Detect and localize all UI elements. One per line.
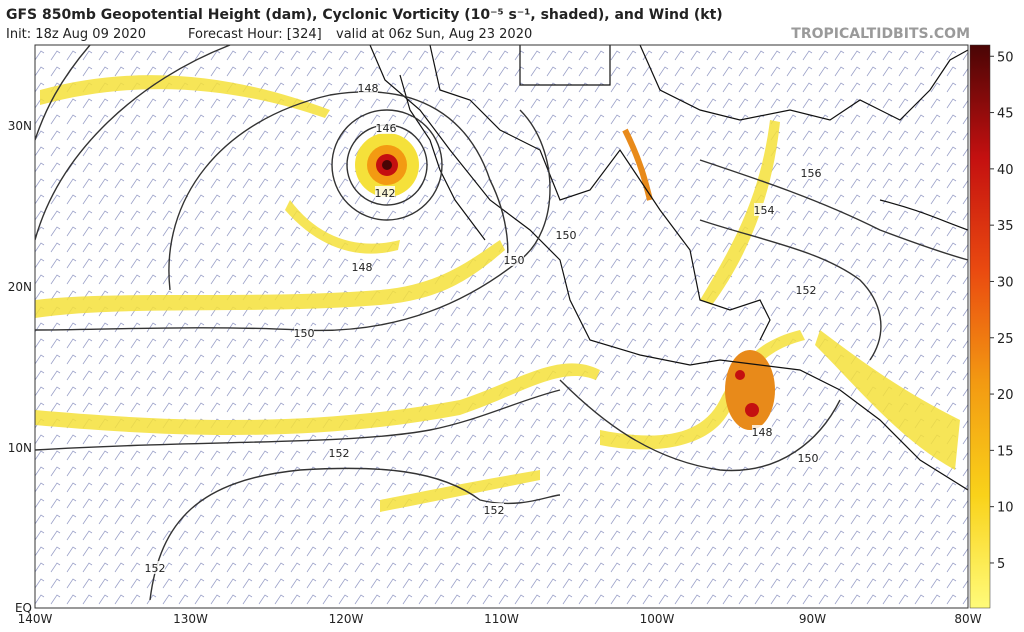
colorbar-tick-label: 5 [997,557,1005,572]
contour-label: 152 [145,562,166,575]
contour-label-bg [329,446,349,459]
contour-label: 142 [375,187,396,200]
colorbar-tick-label: 25 [997,332,1014,347]
contour-label: 150 [556,229,577,242]
lat-label: 20N [8,280,32,294]
map-frame [34,44,969,609]
contour-label: 152 [796,284,817,297]
lon-label: 80W [954,612,981,626]
colorbar-tick-label: 10 [997,501,1014,516]
lon-label: 130W [173,612,208,626]
contour-label-bg [556,228,576,241]
colorbar [969,44,991,609]
contour-label: 148 [352,261,373,274]
contour-label-bg [752,425,772,438]
init-time: Init: 18z Aug 09 2020 [6,27,146,42]
contour-label-bg [484,503,504,516]
valid-time: valid at 06z Sun, Aug 23 2020 [336,27,532,42]
contour-label: 150 [798,452,819,465]
lat-label: 10N [8,441,32,455]
contour-label-bg [294,326,314,339]
map-area [35,45,968,608]
colorbar-tick-label: 30 [997,275,1014,290]
contour-label-bg [358,81,378,94]
contour-label: 150 [294,327,315,340]
colorbar-tick-label: 45 [997,107,1014,122]
source-watermark: TROPICALTIDBITS.COM [791,26,970,42]
colorbar-tick-label: 35 [997,219,1014,234]
contour-label-bg [375,186,395,199]
lon-label: 110W [484,612,519,626]
colorbar-tick-label: 15 [997,444,1014,459]
contour-label-bg [801,166,821,179]
contour-label-bg [798,451,818,464]
contour-label-bg [145,561,165,574]
contour-label-bg [376,121,396,134]
contour-label: 150 [504,254,525,267]
contour-label-bg [504,253,524,266]
contour-label: 156 [801,167,822,180]
lat-label: EQ [15,601,32,615]
lon-label: 90W [799,612,826,626]
contour-label-bg [754,203,774,216]
colorbar-tick-label: 20 [997,388,1014,403]
lon-label: 140W [18,612,53,626]
lon-label: 120W [329,612,364,626]
contour-label: 148 [752,426,773,439]
contour-label: 148 [358,82,379,95]
contour-label: 152 [329,447,350,460]
contour-label: 154 [754,204,775,217]
title: GFS 850mb Geopotential Height (dam), Cyc… [6,7,723,23]
contour-label-bg [796,283,816,296]
lat-label: 30N [8,119,32,133]
contour-label: 146 [376,122,397,135]
colorbar-tick-label: 40 [997,163,1014,178]
colorbar-tick-label: 50 [997,50,1014,65]
contour-label-bg [352,260,372,273]
contour-label: 152 [484,504,505,517]
lon-label: 100W [640,612,675,626]
forecast-hour: Forecast Hour: [324] [188,27,322,42]
